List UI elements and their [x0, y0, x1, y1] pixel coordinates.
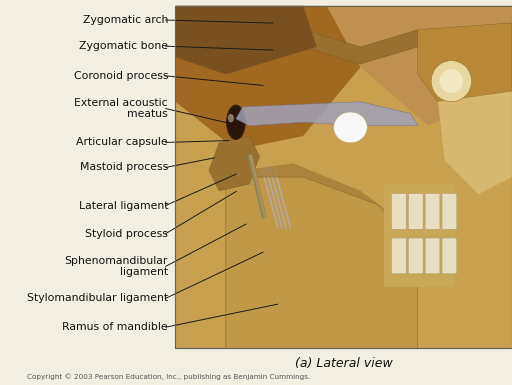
FancyBboxPatch shape — [409, 238, 423, 274]
FancyBboxPatch shape — [425, 194, 440, 229]
Polygon shape — [303, 30, 418, 64]
Polygon shape — [261, 167, 279, 229]
Polygon shape — [273, 167, 291, 229]
Ellipse shape — [440, 69, 463, 93]
FancyBboxPatch shape — [442, 238, 457, 274]
Polygon shape — [248, 155, 264, 218]
Text: Stylomandibular ligament: Stylomandibular ligament — [27, 293, 168, 303]
FancyBboxPatch shape — [409, 194, 423, 229]
Ellipse shape — [431, 60, 472, 102]
Ellipse shape — [227, 105, 245, 139]
Text: Sphenomandibular
ligament: Sphenomandibular ligament — [65, 256, 168, 277]
Polygon shape — [265, 167, 283, 229]
FancyBboxPatch shape — [392, 238, 406, 274]
Polygon shape — [175, 6, 317, 74]
Ellipse shape — [333, 112, 367, 143]
Polygon shape — [226, 163, 411, 229]
Bar — [384, 184, 455, 287]
Polygon shape — [269, 167, 287, 229]
Polygon shape — [226, 177, 418, 348]
FancyBboxPatch shape — [392, 194, 406, 229]
Text: Zygomatic bone: Zygomatic bone — [79, 41, 168, 51]
Text: Mastoid process: Mastoid process — [80, 162, 168, 172]
Bar — [175, 6, 512, 348]
Polygon shape — [236, 67, 512, 348]
Polygon shape — [418, 23, 512, 102]
Text: External acoustic
meatus: External acoustic meatus — [74, 98, 168, 119]
Ellipse shape — [228, 114, 234, 122]
Polygon shape — [175, 6, 360, 150]
Polygon shape — [248, 155, 266, 218]
Text: Articular capsule: Articular capsule — [76, 137, 168, 147]
Polygon shape — [209, 136, 260, 191]
Text: Copyright © 2003 Pearson Education, Inc., publishing as Benjamin Cummings.: Copyright © 2003 Pearson Education, Inc.… — [27, 374, 310, 380]
Polygon shape — [438, 92, 512, 194]
Bar — [175, 6, 512, 348]
FancyBboxPatch shape — [442, 194, 457, 229]
Text: Lateral ligament: Lateral ligament — [78, 201, 168, 211]
Text: Ramus of mandible: Ramus of mandible — [62, 322, 168, 332]
FancyBboxPatch shape — [425, 238, 440, 274]
Polygon shape — [327, 6, 512, 126]
Text: (a) Lateral view: (a) Lateral view — [295, 357, 393, 370]
Text: Coronoid process: Coronoid process — [74, 71, 168, 81]
Text: Styloid process: Styloid process — [85, 229, 168, 239]
Polygon shape — [236, 102, 418, 126]
Text: Zygomatic arch: Zygomatic arch — [82, 15, 168, 25]
